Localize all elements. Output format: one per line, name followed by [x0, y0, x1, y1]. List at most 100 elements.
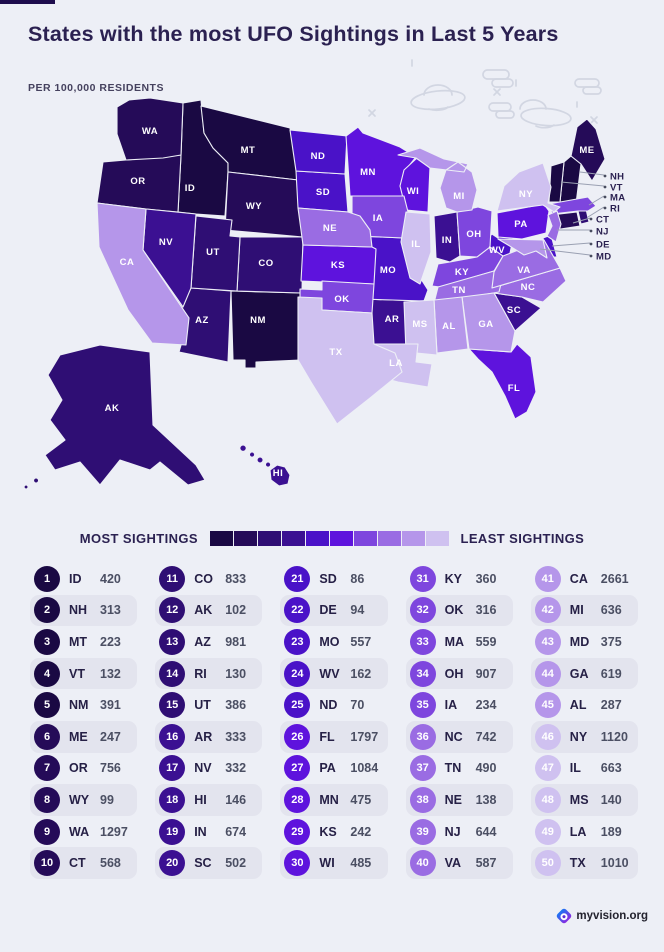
state-value: 907: [475, 666, 497, 681]
state-abbr: FL: [319, 729, 335, 744]
ranking-item-NJ: 39 NJ 644: [406, 816, 513, 848]
footer-brand[interactable]: myvision.org: [555, 906, 648, 926]
cloud-icon: [495, 110, 515, 119]
state-IL: [400, 211, 432, 285]
rank-badge: 46: [534, 723, 561, 750]
state-label-TX: TX: [329, 347, 342, 358]
state-label-OK: OK: [334, 294, 349, 305]
legend-swatch-10: [426, 530, 449, 546]
state-label-WV: WV: [489, 245, 505, 256]
cloud-icon: [488, 102, 512, 112]
sparkle-x: [590, 116, 598, 124]
callout-dot-CT: [589, 217, 593, 221]
page-title: States with the most UFO Sightings in La…: [28, 22, 559, 46]
rank-badge: 40: [409, 850, 436, 877]
ranking-item-MO: 23 MO 557: [280, 626, 387, 658]
state-AK: [23, 344, 206, 490]
state-value: 756: [100, 761, 121, 776]
rank-badge: 17: [159, 755, 186, 782]
state-value: 636: [600, 603, 622, 618]
ranking-item-WI: 30 WI 485: [280, 847, 388, 879]
state-abbr: MD: [569, 634, 590, 649]
state-abbr: KY: [444, 571, 462, 586]
ranking-item-IL: 47 IL 663: [531, 753, 638, 785]
state-abbr: CO: [194, 571, 213, 586]
legend-least-label: LEAST SIGHTINGS: [460, 530, 585, 546]
state-label-ME: ME: [579, 145, 594, 156]
ranking-item-HI: 18 HI 146: [155, 784, 263, 816]
state-abbr: AZ: [194, 634, 211, 649]
state-value: 742: [475, 729, 497, 744]
rank-badge: 47: [534, 755, 561, 782]
rank-badge: 30: [284, 850, 311, 877]
state-abbr: WI: [319, 856, 335, 871]
map-state-labels: ID MT NM ME OR WY WA CO AK AZ UT AR NV HI IN SC SD MO WV ND…: [105, 126, 594, 479]
rank-badge: 2: [34, 597, 60, 624]
state-NJ: [546, 210, 562, 243]
state-label-WA: WA: [142, 126, 158, 137]
callout-line-MD: [539, 248, 591, 256]
rank-badge: 32: [409, 597, 436, 624]
legend-most-label: MOST SIGHTINGS: [79, 530, 199, 546]
ranking-item-CT: 10 CT 568: [30, 847, 138, 879]
rank-badge: 15: [159, 692, 186, 719]
rank-badge: 48: [534, 786, 561, 813]
rank-badge: 49: [534, 818, 561, 845]
ranking-item-MS: 48 MS 140: [530, 784, 638, 816]
ranking-item-MI: 42 MI 636: [530, 594, 638, 627]
state-abbr: LA: [569, 824, 587, 839]
state-abbr: CT: [69, 856, 86, 871]
state-abbr: MN: [319, 792, 339, 807]
state-value: 162: [350, 666, 372, 681]
state-abbr: NV: [194, 761, 212, 776]
rank-badge: 39: [409, 818, 436, 845]
state-label-IN: IN: [442, 235, 453, 246]
state-abbr: GA: [569, 666, 589, 681]
rank-badge: 13: [159, 628, 186, 655]
state-abbr: MA: [444, 634, 465, 649]
ranking-item-NH: 2 NH 313: [30, 594, 138, 627]
rank-badge: 11: [159, 565, 186, 592]
state-value: 189: [600, 824, 622, 839]
state-label-TN: TN: [452, 285, 466, 296]
state-abbr: MI: [569, 603, 584, 618]
legend-swatch-8: [378, 530, 401, 546]
state-abbr: TN: [444, 761, 462, 776]
state-label-WI: WI: [407, 186, 420, 197]
state-value: 375: [600, 634, 622, 649]
state-abbr: VT: [69, 666, 85, 681]
rank-badge: 29: [284, 818, 311, 845]
rank-badge: 36: [409, 723, 436, 750]
state-HI: [239, 444, 291, 487]
state-value: 386: [225, 698, 247, 713]
state-label-VA: VA: [517, 265, 531, 276]
callout-line-CT: [572, 217, 591, 224]
rank-badge: 5: [34, 692, 60, 719]
state-abbr: ME: [69, 729, 88, 744]
state-value: 316: [475, 603, 497, 618]
rank-badge: 3: [34, 628, 60, 655]
ranking-item-CA: 41 CA 2661: [531, 563, 638, 595]
state-label-SC: SC: [507, 305, 521, 316]
state-abbr: OH: [444, 666, 464, 681]
state-NY: [496, 162, 561, 213]
legend-swatch-3: [258, 530, 281, 546]
state-label-FL: FL: [508, 383, 521, 394]
state-label-MS: MS: [412, 319, 427, 330]
ranking-item-AR: 16 AR 333: [155, 720, 263, 753]
state-label-ID: ID: [185, 183, 196, 194]
state-FL: [468, 343, 537, 420]
ranking-item-AZ: 13 AZ 981: [155, 626, 262, 658]
state-abbr: NH: [69, 603, 88, 618]
rank-badge: 7: [34, 755, 60, 782]
ranking-item-CO: 11 CO 833: [155, 563, 262, 595]
ranking-item-WY: 8 WY 99: [30, 784, 138, 816]
state-label-SD: SD: [316, 187, 330, 198]
ranking-item-KY: 31 KY 360: [406, 563, 513, 595]
state-value: 557: [350, 634, 372, 649]
ufo-base-icon: [428, 106, 449, 112]
ranking-item-NM: 5 NM 391: [30, 689, 137, 721]
state-label-WY: WY: [246, 201, 262, 212]
state-WA: [116, 97, 184, 161]
state-value: 130: [225, 666, 247, 681]
